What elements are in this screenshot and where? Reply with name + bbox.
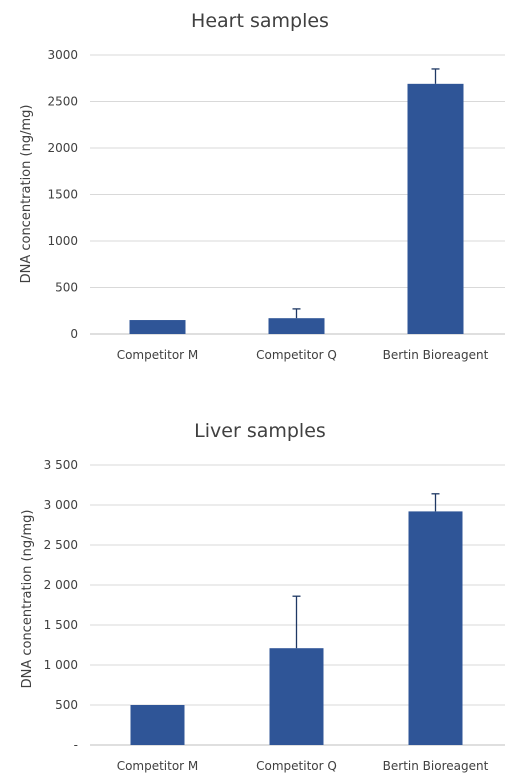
- x-tick-label: Bertin Bioreagent: [383, 348, 489, 362]
- y-tick-label: 3 500: [44, 458, 78, 472]
- x-tick-label: Competitor M: [117, 759, 199, 773]
- y-tick-label: 500: [55, 281, 78, 295]
- x-tick-label: Competitor Q: [256, 759, 337, 773]
- bar: [408, 511, 463, 745]
- y-tick-label: 2000: [47, 141, 78, 155]
- y-tick-label: 1000: [47, 234, 78, 248]
- y-axis-label: DNA concentration (ng/mg): [19, 105, 34, 284]
- y-axis-label: DNA concentration (ng/mg): [20, 510, 35, 689]
- y-tick-label: 3000: [47, 48, 78, 62]
- y-tick-label: 2 000: [44, 578, 78, 592]
- y-tick-label: 0: [70, 327, 78, 341]
- y-tick-label: 1 000: [44, 658, 78, 672]
- x-tick-label: Competitor M: [117, 348, 199, 362]
- y-tick-label: 1 500: [44, 618, 78, 632]
- chart-title: Heart samples: [191, 10, 329, 32]
- chart-title: Liver samples: [194, 420, 326, 442]
- x-tick-label: Competitor Q: [256, 348, 337, 362]
- bar: [269, 648, 324, 745]
- y-tick-label: 2500: [47, 95, 78, 109]
- bar: [130, 705, 185, 745]
- y-tick-label: 500: [55, 698, 78, 712]
- y-tick-label: 1500: [47, 188, 78, 202]
- y-tick-label: 3 000: [44, 498, 78, 512]
- bar: [407, 83, 464, 334]
- y-tick-label: 2 500: [44, 538, 78, 552]
- heart-samples-chart: Heart samples DNA concentration (ng/mg) …: [19, 10, 505, 362]
- bar: [129, 320, 186, 334]
- liver-samples-chart: Liver samples DNA concentration (ng/mg) …: [20, 420, 505, 773]
- x-tick-label: Bertin Bioreagent: [383, 759, 489, 773]
- y-tick-label: -: [74, 738, 78, 752]
- bar: [268, 318, 325, 334]
